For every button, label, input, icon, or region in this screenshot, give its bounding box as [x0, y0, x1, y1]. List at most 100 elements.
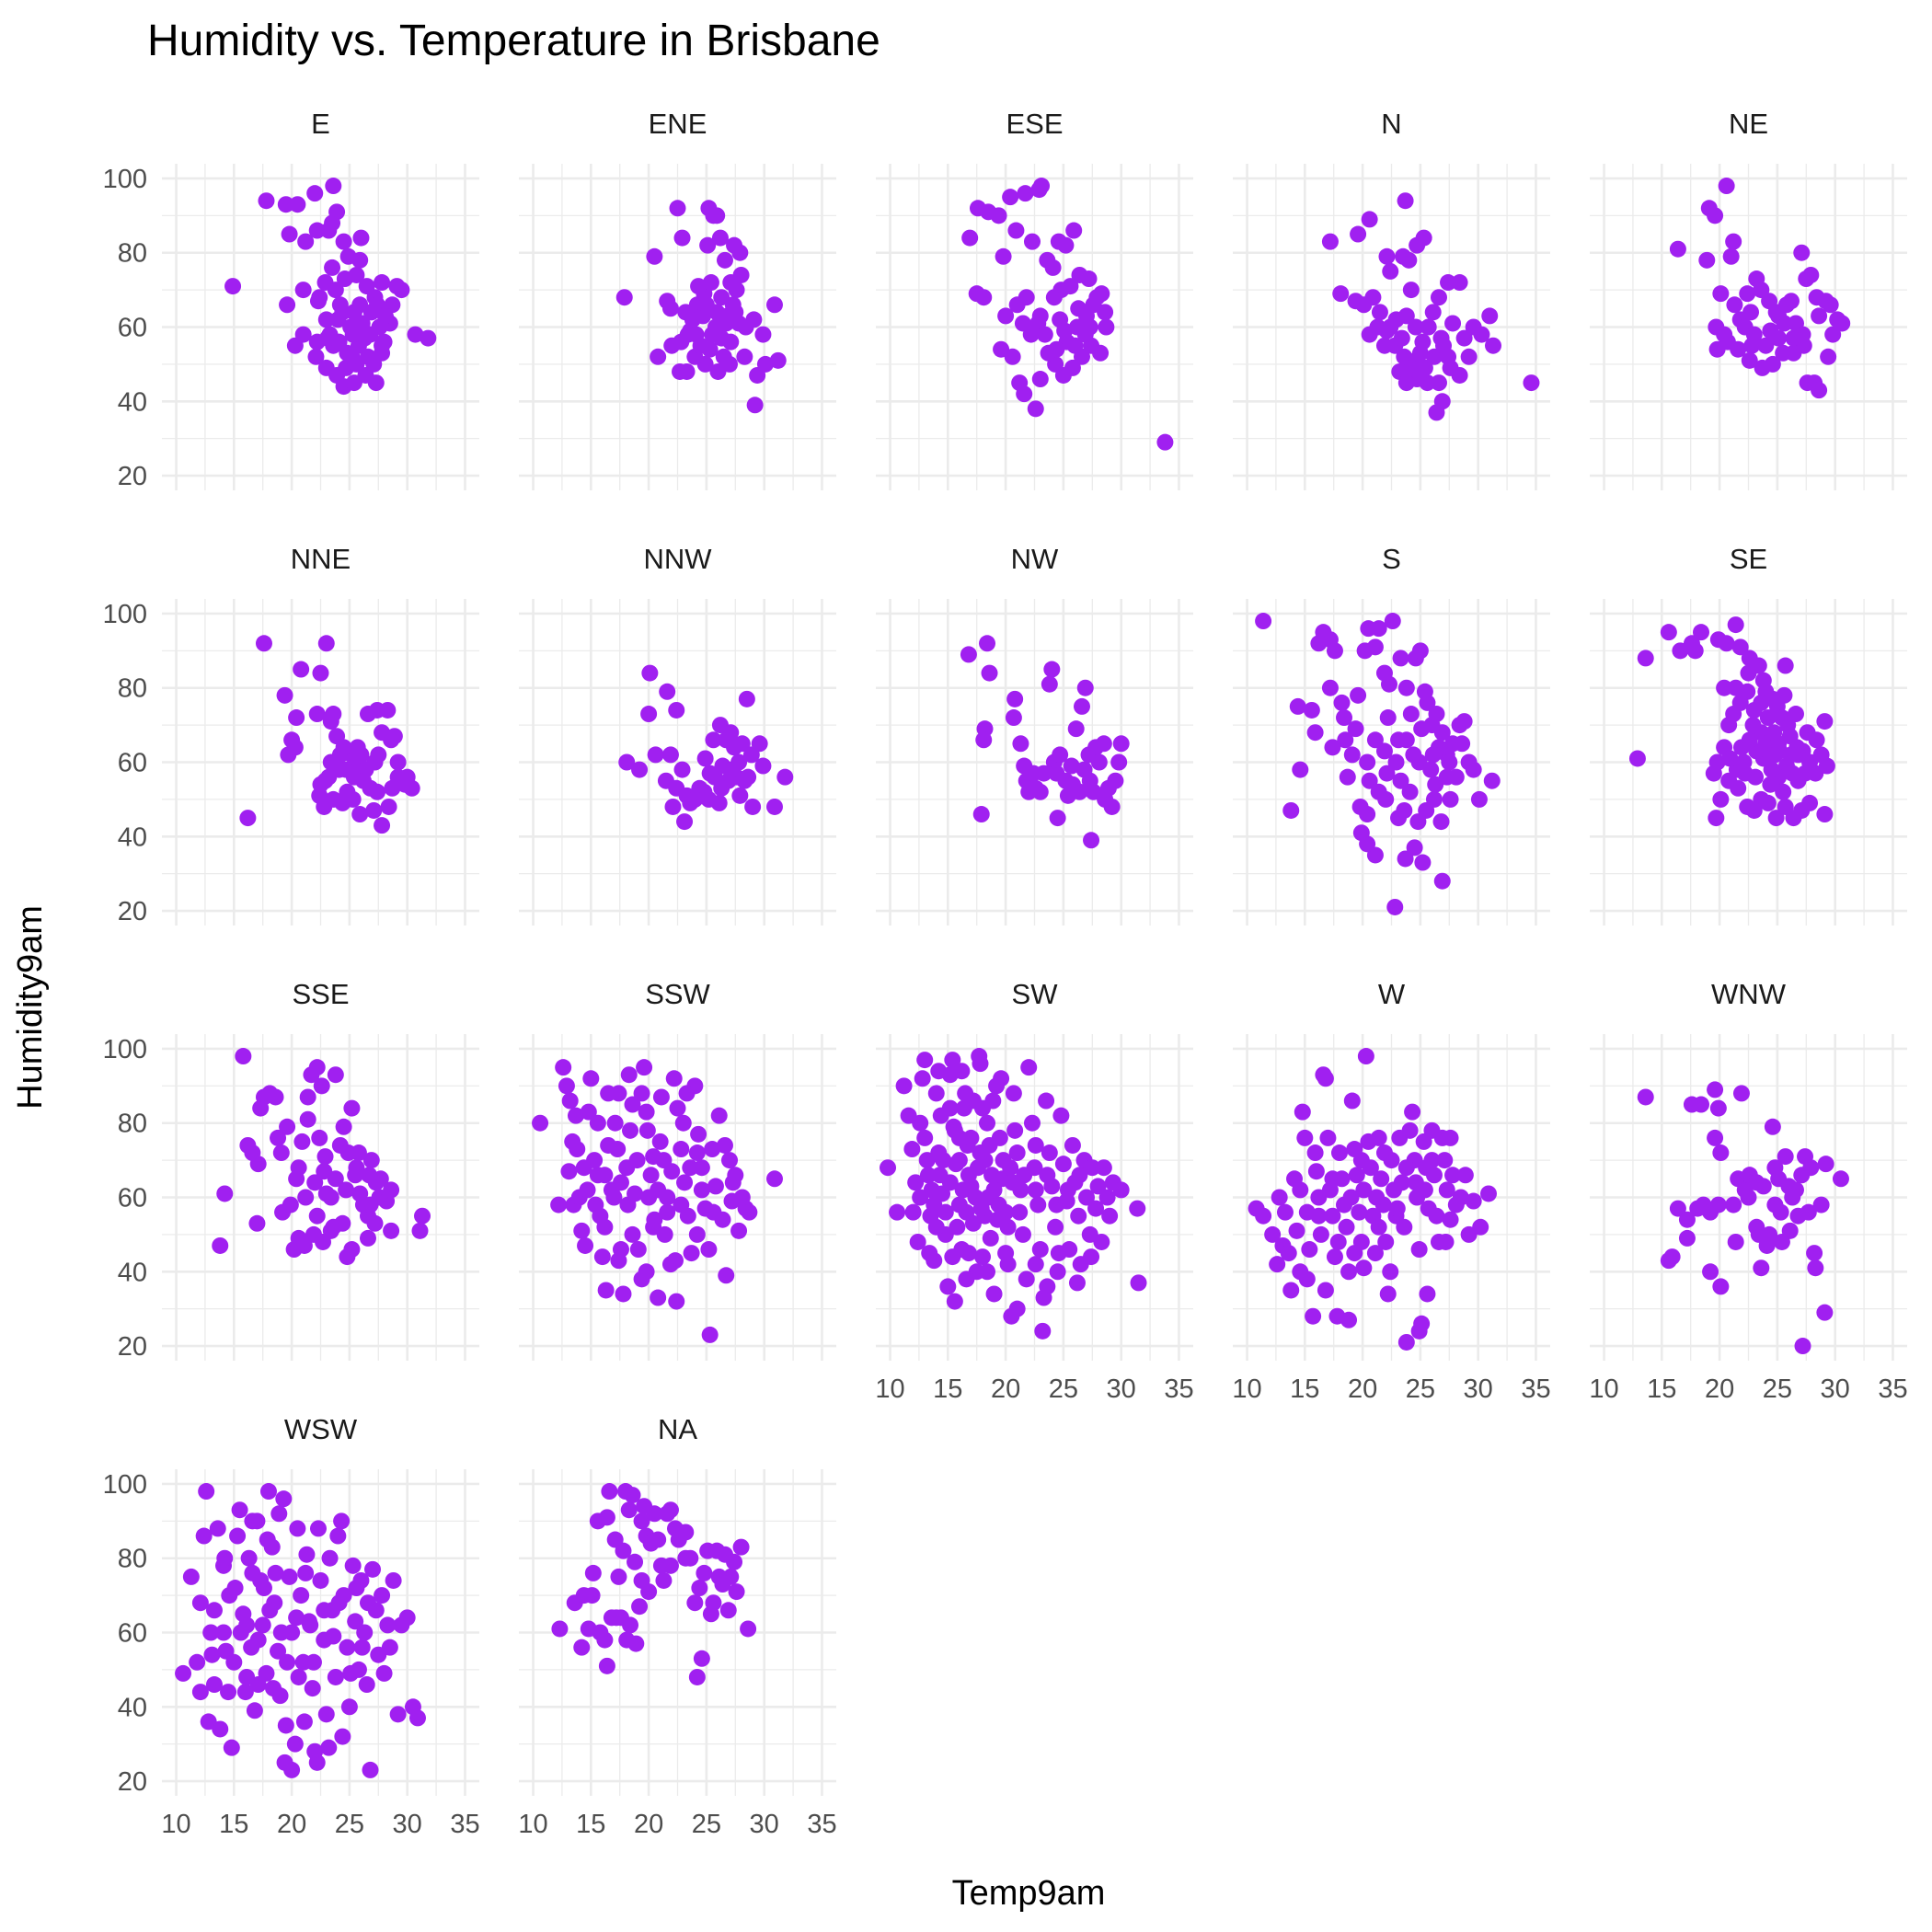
data-point: [912, 1114, 929, 1132]
data-point: [950, 1129, 968, 1146]
data-point: [209, 1520, 226, 1537]
data-point: [713, 289, 730, 306]
point-series: [1637, 1081, 1849, 1355]
data-point: [381, 1639, 398, 1656]
x-tick-label: 35: [1521, 1374, 1550, 1404]
y-tick-label: 20: [118, 1767, 147, 1797]
data-point: [286, 1735, 304, 1753]
data-point: [1321, 233, 1339, 250]
y-tick-label: 80: [118, 1545, 147, 1574]
y-tick-label: 20: [118, 1332, 147, 1362]
data-point: [1050, 1245, 1067, 1262]
data-point: [1364, 289, 1382, 306]
data-point: [1824, 326, 1842, 343]
data-point: [678, 362, 696, 380]
y-tick-label: 80: [118, 239, 147, 269]
data-point: [1373, 1170, 1390, 1188]
data-point: [997, 307, 1015, 325]
data-point: [1041, 675, 1058, 693]
data-point: [290, 1668, 307, 1685]
data-point: [958, 1271, 975, 1288]
data-point: [1336, 709, 1353, 727]
data-point: [286, 739, 304, 756]
data-point: [589, 1114, 606, 1132]
data-point: [408, 1709, 426, 1727]
data-point: [307, 348, 325, 365]
data-point: [289, 1520, 306, 1537]
data-point: [1324, 1207, 1341, 1225]
data-point: [1726, 296, 1743, 314]
data-point: [335, 233, 352, 250]
data-point: [722, 274, 740, 292]
data-point: [1368, 1189, 1386, 1206]
data-point: [1282, 1282, 1300, 1299]
data-point: [297, 1189, 315, 1206]
facet-strip-label: SW: [1012, 978, 1059, 1010]
x-tick-label: 25: [335, 1810, 364, 1839]
data-point: [754, 757, 772, 775]
data-point: [293, 1133, 311, 1150]
data-point: [1029, 1196, 1047, 1213]
data-point: [1324, 739, 1341, 756]
data-point: [985, 1181, 1003, 1199]
x-tick-label: 15: [1647, 1374, 1676, 1404]
data-point: [1802, 1159, 1820, 1177]
data-point: [1036, 326, 1053, 343]
data-point: [376, 307, 394, 325]
data-point: [1292, 761, 1309, 778]
data-point: [1444, 1167, 1462, 1184]
x-tick-label: 20: [1348, 1374, 1377, 1404]
data-point: [1333, 694, 1351, 711]
data-point: [1343, 1092, 1361, 1110]
data-point: [305, 1225, 322, 1243]
data-point: [999, 1218, 1017, 1236]
data-point: [317, 635, 335, 652]
x-tick-label: 10: [1232, 1374, 1261, 1404]
data-point: [359, 1229, 376, 1247]
data-point: [1002, 1159, 1019, 1177]
data-point: [1357, 1048, 1374, 1065]
data-point: [216, 1185, 234, 1202]
facet-panel: ENE: [519, 108, 836, 490]
data-point: [1292, 1181, 1309, 1199]
data-point: [722, 333, 740, 351]
data-point: [275, 1490, 293, 1508]
data-point: [1359, 753, 1376, 771]
data-point: [1707, 1081, 1724, 1098]
data-point: [1098, 318, 1115, 336]
facet-strip-label: NNE: [291, 543, 351, 575]
x-tick-label: 25: [1049, 1374, 1078, 1404]
data-point: [575, 1159, 592, 1177]
point-series: [961, 178, 1174, 451]
data-point: [1070, 1207, 1087, 1225]
data-point: [270, 1505, 288, 1523]
data-point: [964, 1092, 982, 1110]
data-point: [203, 1646, 221, 1663]
facet-panel: ESE: [876, 108, 1193, 490]
x-tick-label: 25: [1763, 1374, 1792, 1404]
data-point: [306, 185, 324, 202]
y-tick-label: 20: [118, 897, 147, 926]
data-point: [674, 1114, 692, 1132]
data-point: [678, 1085, 696, 1102]
data-point: [984, 1092, 1002, 1110]
data-point: [282, 1196, 299, 1213]
data-point: [615, 1285, 632, 1303]
data-point: [1442, 1129, 1459, 1146]
data-point: [990, 1196, 1007, 1213]
data-point: [411, 1222, 429, 1239]
data-point: [610, 1252, 627, 1270]
data-point: [1736, 765, 1754, 782]
data-point: [1438, 1181, 1455, 1199]
data-point: [975, 731, 993, 749]
data-point: [1725, 1196, 1742, 1213]
facet-strip-label: E: [311, 108, 330, 140]
data-point: [1762, 776, 1779, 793]
data-point: [532, 1114, 549, 1132]
data-point: [244, 1564, 261, 1581]
data-point: [312, 664, 329, 682]
data-point: [1807, 1259, 1824, 1277]
data-point: [1761, 1225, 1778, 1243]
data-point: [1083, 832, 1100, 849]
data-point: [1425, 348, 1443, 365]
